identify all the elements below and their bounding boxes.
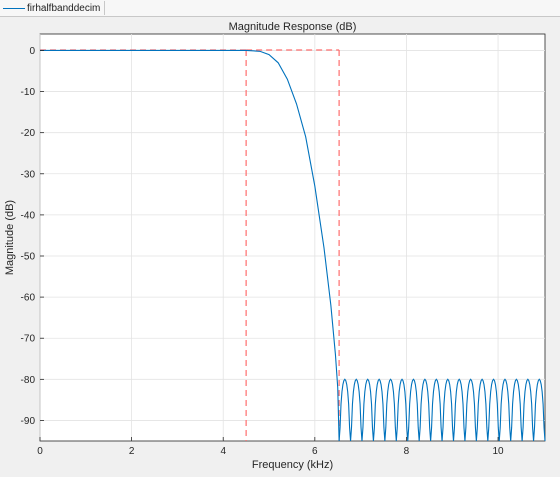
legend-entry-label: firhalfbanddecim xyxy=(27,2,101,14)
x-tick-label: 8 xyxy=(404,446,410,457)
y-tick-label: -40 xyxy=(21,210,36,221)
y-tick-label: -90 xyxy=(21,416,36,427)
y-tick-label: 0 xyxy=(29,46,35,57)
chart-title: Magnitude Response (dB) xyxy=(229,21,357,33)
y-tick-label: -10 xyxy=(21,87,36,98)
x-tick-label: 6 xyxy=(312,446,318,457)
x-tick-label: 4 xyxy=(220,446,226,457)
stopband-ripple-line xyxy=(338,378,546,442)
y-axis-label: Magnitude (dB) xyxy=(4,200,16,275)
y-tick-label: -50 xyxy=(21,252,36,263)
x-axis-label: Frequency (kHz) xyxy=(252,459,333,471)
plot-area xyxy=(39,33,546,442)
legend-entry[interactable]: firhalfbanddecim xyxy=(3,1,106,15)
x-tick-label: 2 xyxy=(129,446,135,457)
legend-bar: firhalfbanddecim xyxy=(0,0,560,17)
y-tick-label: -70 xyxy=(21,334,36,345)
x-tick-label: 0 xyxy=(37,446,43,457)
x-tick-label: 10 xyxy=(492,446,504,457)
legend-line-swatch xyxy=(3,7,25,9)
y-tick-label: -30 xyxy=(21,169,36,180)
grid-lines xyxy=(39,34,545,441)
passband-transition-line xyxy=(40,49,340,442)
y-tick-label: -80 xyxy=(21,375,36,386)
y-tick-label: -20 xyxy=(21,128,36,139)
y-tick-label: -60 xyxy=(21,293,36,304)
response-curve xyxy=(40,49,546,442)
axis-ticks: 0 2 4 6 8 10 0 -10 -20 -30 -40 -50 -60 -70 -80 -90 xyxy=(21,46,505,457)
